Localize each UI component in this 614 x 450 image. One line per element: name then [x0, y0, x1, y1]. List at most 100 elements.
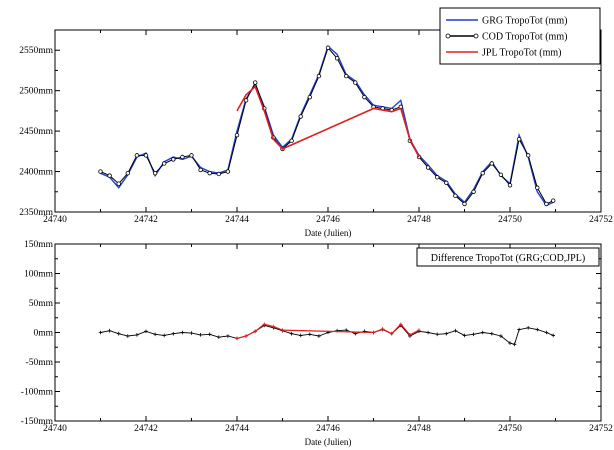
data-point — [426, 330, 430, 335]
data-point — [544, 330, 549, 335]
x-tick-label: 24748 — [407, 424, 431, 434]
data-point — [135, 333, 139, 337]
data-point — [471, 332, 476, 337]
data-point — [271, 324, 276, 329]
data-point — [507, 183, 513, 188]
data-point — [289, 331, 294, 336]
data-point — [535, 185, 540, 190]
data-point — [180, 330, 185, 335]
data-point — [334, 56, 340, 61]
data-point — [198, 333, 203, 337]
data-point — [499, 334, 503, 338]
data-point — [217, 335, 221, 340]
data-point — [480, 330, 485, 335]
data-point — [544, 201, 549, 207]
data-point — [171, 157, 176, 162]
bottom-plot: 24740 24742 24744 24746 24748 24750 24752 -150m… — [21, 240, 613, 434]
data-point — [551, 198, 556, 203]
data-point — [526, 153, 531, 158]
series-line-1 — [236, 323, 420, 339]
data-point — [480, 170, 485, 176]
data-point — [107, 173, 112, 178]
data-point — [435, 175, 440, 180]
data-point — [453, 193, 458, 199]
data-point — [551, 333, 556, 338]
data-point — [517, 327, 521, 332]
data-point — [308, 332, 312, 337]
data-point — [207, 332, 212, 337]
data-point — [171, 331, 176, 336]
data-point — [489, 161, 494, 166]
top-xlabel: Date (Julien) — [305, 228, 352, 238]
x-tick-label: 24744 — [225, 215, 249, 225]
y-tick-label: 50mm — [29, 299, 54, 309]
x-tick-label: 24746 — [316, 424, 340, 434]
data-point — [161, 161, 167, 166]
x-tick-label: 24746 — [316, 215, 340, 225]
data-point — [526, 325, 530, 330]
top-legend: GRG TropoTot (mm) COD TropoTot (mm) JPL Tr… — [439, 7, 601, 65]
legend-label-0: GRG TropoTot (mm) — [482, 16, 567, 27]
legend-label-1: COD TropoTot (mm) — [482, 32, 567, 43]
x-tick-label: 24742 — [134, 215, 158, 225]
data-point — [244, 334, 248, 338]
data-point — [116, 331, 121, 336]
data-point — [143, 153, 149, 158]
data-point — [234, 132, 240, 138]
series-line-1 — [100, 46, 554, 205]
series-line-2 — [236, 85, 420, 158]
bottom-title-box — [416, 247, 600, 267]
data-point — [298, 114, 303, 119]
data-point — [316, 73, 322, 79]
x-tick-label: 24750 — [498, 215, 522, 225]
data-point — [462, 333, 467, 338]
data-point — [253, 329, 257, 334]
y-tick-label: -150mm — [21, 417, 54, 427]
data-point — [307, 94, 312, 100]
data-point — [198, 167, 203, 173]
data-point — [498, 172, 504, 177]
data-point — [98, 169, 103, 174]
y-tick-label: 2450mm — [19, 127, 53, 137]
data-point — [125, 170, 130, 176]
data-point — [399, 322, 403, 327]
x-tick-label: 24740 — [43, 215, 67, 225]
x-tick-label: 24748 — [407, 215, 431, 225]
y-tick-label: 0mm — [33, 329, 53, 339]
data-point — [280, 328, 285, 332]
data-point — [207, 170, 212, 176]
x-tick-label: 24744 — [225, 424, 249, 434]
data-point — [126, 334, 130, 338]
data-point — [134, 153, 140, 158]
data-point — [435, 332, 439, 337]
y-tick-label: 2500mm — [19, 87, 53, 97]
data-point — [98, 330, 103, 335]
data-point — [516, 136, 522, 142]
x-tick-label: 24740 — [43, 424, 67, 434]
data-point — [417, 328, 421, 332]
y-tick-label: -50mm — [26, 358, 54, 368]
x-tick-label: 24752 — [589, 424, 613, 434]
data-point — [371, 330, 376, 335]
series-line-0 — [100, 324, 554, 345]
bottom-title: Difference TropoTot (GRG;COD,JPL) — [431, 253, 585, 264]
data-point — [298, 333, 303, 338]
data-point — [512, 342, 517, 347]
data-point — [153, 332, 157, 337]
data-point — [344, 73, 349, 79]
data-point — [444, 180, 449, 186]
data-point — [225, 169, 231, 174]
data-point — [362, 94, 367, 100]
series-line-0 — [100, 44, 554, 207]
y-tick-label: -100mm — [21, 388, 54, 398]
data-point — [408, 333, 412, 337]
data-point — [453, 328, 458, 333]
y-tick-label: 2400mm — [19, 168, 53, 178]
data-point — [162, 333, 166, 338]
data-point — [144, 329, 148, 334]
y-tick-label: 100mm — [24, 270, 54, 280]
data-point — [107, 328, 112, 333]
legend-label-2: JPL TropoTot (mm) — [482, 48, 562, 59]
y-tick-label: 150mm — [24, 240, 54, 250]
data-point — [325, 45, 331, 50]
